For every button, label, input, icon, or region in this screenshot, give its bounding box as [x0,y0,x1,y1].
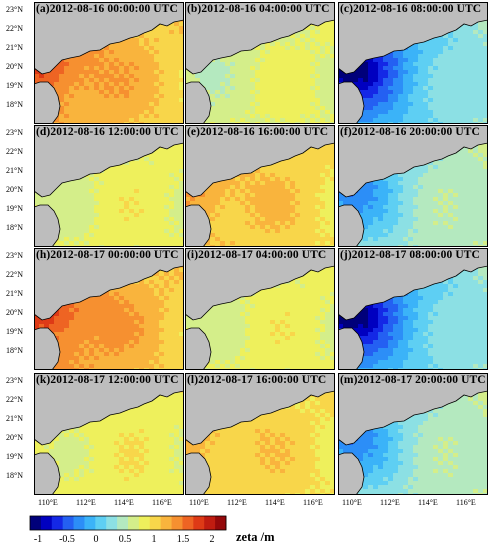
sea-level-field [34,373,184,495]
colorbar-swatch [106,516,117,530]
sea-level-field [185,2,335,124]
colorbar-tick-label: 1 [152,534,157,545]
panel-time-label: (j)2012-08-17 08:00:00 UTC [340,249,480,261]
latitude-tick-label: 23°N [6,251,23,260]
colorbar-swatch [63,516,74,530]
latitude-tick-label: 18°N [6,100,23,109]
panel-time-label: (c)2012-08-16 08:00:00 UTC [340,3,481,15]
colorbar-swatch [117,516,128,530]
map-panel: (m)2012-08-17 20:00:00 UTC [338,373,488,495]
latitude-tick-label: 19°N [6,452,23,461]
latitude-tick-label: 22°N [6,270,23,279]
latitude-tick-label: 19°N [6,81,23,90]
latitude-tick-label: 19°N [6,327,23,336]
panel-time-label: (l)2012-08-17 16:00:00 UTC [187,374,326,386]
map-panel: (i)2012-08-17 04:00:00 UTC [185,248,335,370]
longitude-tick-label: 114°E [114,498,134,507]
sea-level-field [338,125,488,247]
colorbar-swatch [95,516,106,530]
longitude-tick-label: 110°E [189,498,209,507]
colorbar-swatch [52,516,63,530]
colorbar-swatch [161,516,172,530]
map-panel: (k)2012-08-17 12:00:00 UTC [34,373,184,495]
latitude-tick-label: 21°N [6,414,23,423]
latitude-tick-label: 18°N [6,346,23,355]
longitude-tick-label: 112°E [380,498,400,507]
map-panel: (b)2012-08-16 04:00:00 UTC [185,2,335,124]
colorbar-swatch [30,516,41,530]
latitude-tick-label: 22°N [6,395,23,404]
colorbar-tick-label: 1.5 [177,534,190,545]
map-panel: (d)2012-08-16 12:00:00 UTC [34,125,184,247]
colorbar-swatch [204,516,215,530]
longitude-tick-label: 116°E [152,498,172,507]
colorbar-tick-label: -0.5 [59,534,75,545]
longitude-tick-label: 114°E [418,498,438,507]
colorbar-title: zeta /m [236,530,275,545]
longitude-tick-label: 110°E [38,498,58,507]
longitude-tick-label: 114°E [265,498,285,507]
latitude-tick-label: 21°N [6,289,23,298]
map-panel: (c)2012-08-16 08:00:00 UTC [338,2,488,124]
panel-time-label: (k)2012-08-17 12:00:00 UTC [36,374,179,386]
colorbar-swatch [84,516,95,530]
latitude-tick-label: 20°N [6,308,23,317]
sea-level-field [185,373,335,495]
colorbar-tick-label: 0 [94,534,99,545]
panel-time-label: (h)2012-08-17 00:00:00 UTC [36,249,179,261]
sea-level-field [34,125,184,247]
longitude-tick-label: 112°E [227,498,247,507]
longitude-tick-label: 116°E [303,498,323,507]
map-panel: (a)2012-08-16 00:00:00 UTC [34,2,184,124]
colorbar-tick-label: -1 [34,534,42,545]
latitude-tick-label: 20°N [6,62,23,71]
sea-level-field [338,2,488,124]
sea-level-field [185,125,335,247]
latitude-tick-label: 20°N [6,433,23,442]
colorbar-swatch [193,516,204,530]
panel-time-label: (a)2012-08-16 00:00:00 UTC [36,3,178,15]
sea-level-field [185,248,335,370]
panel-time-label: (d)2012-08-16 12:00:00 UTC [36,126,179,138]
map-panel: (l)2012-08-17 16:00:00 UTC [185,373,335,495]
panel-time-label: (b)2012-08-16 04:00:00 UTC [187,3,330,15]
longitude-tick-label: 110°E [342,498,362,507]
latitude-tick-label: 22°N [6,147,23,156]
latitude-tick-label: 18°N [6,471,23,480]
latitude-tick-label: 18°N [6,223,23,232]
latitude-tick-label: 23°N [6,128,23,137]
sea-level-field [34,2,184,124]
colorbar-swatch [139,516,150,530]
colorbar-tick-label: 2 [210,534,215,545]
colorbar-swatch [172,516,183,530]
longitude-tick-label: 112°E [76,498,96,507]
map-panel: (j)2012-08-17 08:00:00 UTC [338,248,488,370]
colorbar-swatch [74,516,85,530]
panel-time-label: (i)2012-08-17 04:00:00 UTC [187,249,326,261]
panel-time-label: (f)2012-08-16 20:00:00 UTC [340,126,480,138]
colorbar-swatch [215,516,226,530]
sea-level-field [338,373,488,495]
colorbar-swatch [182,516,193,530]
panel-time-label: (m)2012-08-17 20:00:00 UTC [340,374,486,386]
map-panel: (e)2012-08-16 16:00:00 UTC [185,125,335,247]
map-panel: (h)2012-08-17 00:00:00 UTC [34,248,184,370]
colorbar-swatch [41,516,52,530]
sea-level-field [34,248,184,370]
latitude-tick-label: 20°N [6,185,23,194]
panel-time-label: (e)2012-08-16 16:00:00 UTC [187,126,328,138]
latitude-tick-label: 19°N [6,204,23,213]
latitude-tick-label: 22°N [6,24,23,33]
colorbar-tick-label: 0.5 [119,534,132,545]
longitude-tick-label: 116°E [456,498,476,507]
latitude-tick-label: 21°N [6,43,23,52]
latitude-tick-label: 23°N [6,5,23,14]
latitude-tick-label: 23°N [6,376,23,385]
latitude-tick-label: 21°N [6,166,23,175]
colorbar-swatch [150,516,161,530]
colorbar-swatch [128,516,139,530]
map-panel: (f)2012-08-16 20:00:00 UTC [338,125,488,247]
sea-level-field [338,248,488,370]
